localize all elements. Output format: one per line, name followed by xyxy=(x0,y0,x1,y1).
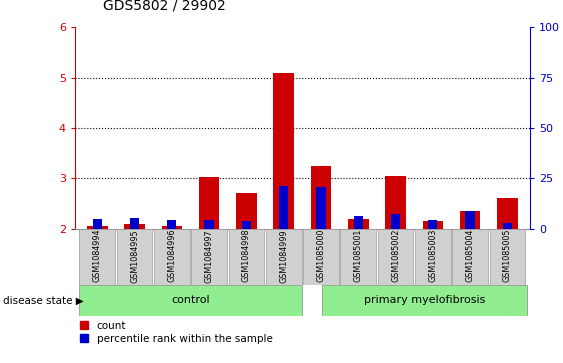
FancyBboxPatch shape xyxy=(266,229,302,285)
FancyBboxPatch shape xyxy=(303,229,339,285)
Bar xyxy=(242,221,251,229)
Bar xyxy=(391,213,400,229)
FancyBboxPatch shape xyxy=(341,229,376,285)
Text: GSM1084997: GSM1084997 xyxy=(204,229,213,282)
Bar xyxy=(167,220,176,229)
Bar xyxy=(279,186,288,229)
FancyBboxPatch shape xyxy=(415,229,451,285)
Text: GSM1084996: GSM1084996 xyxy=(167,229,176,282)
Bar xyxy=(460,211,480,229)
FancyBboxPatch shape xyxy=(191,229,227,285)
Legend: count, percentile rank within the sample: count, percentile rank within the sample xyxy=(80,321,272,344)
Text: GSM1085003: GSM1085003 xyxy=(428,229,437,282)
Text: GSM1084994: GSM1084994 xyxy=(93,229,102,282)
Text: GSM1084999: GSM1084999 xyxy=(279,229,288,282)
Text: GSM1084995: GSM1084995 xyxy=(130,229,139,282)
Bar xyxy=(92,219,102,229)
Bar xyxy=(316,187,325,229)
Bar xyxy=(204,220,214,229)
Bar xyxy=(428,220,437,229)
Bar xyxy=(199,177,220,229)
FancyBboxPatch shape xyxy=(489,229,525,285)
Bar xyxy=(497,199,517,229)
FancyBboxPatch shape xyxy=(323,285,527,316)
Bar xyxy=(503,223,512,229)
Text: control: control xyxy=(171,295,210,305)
Bar xyxy=(348,219,369,229)
Bar xyxy=(423,221,443,229)
Text: GSM1085002: GSM1085002 xyxy=(391,229,400,282)
Bar xyxy=(311,166,331,229)
Bar xyxy=(466,211,475,229)
Text: disease state ▶: disease state ▶ xyxy=(3,295,83,305)
Bar xyxy=(87,226,108,229)
Bar xyxy=(236,193,257,229)
FancyBboxPatch shape xyxy=(117,229,153,285)
Bar xyxy=(385,176,406,229)
Bar xyxy=(130,217,139,229)
Text: primary myelofibrosis: primary myelofibrosis xyxy=(364,295,485,305)
Bar xyxy=(124,224,145,229)
Text: GSM1085004: GSM1085004 xyxy=(466,229,475,282)
FancyBboxPatch shape xyxy=(154,229,190,285)
Text: GSM1085005: GSM1085005 xyxy=(503,229,512,282)
FancyBboxPatch shape xyxy=(378,229,413,285)
FancyBboxPatch shape xyxy=(79,285,302,316)
Text: GSM1085001: GSM1085001 xyxy=(354,229,363,282)
Text: GSM1084998: GSM1084998 xyxy=(242,229,251,282)
FancyBboxPatch shape xyxy=(452,229,488,285)
Bar xyxy=(354,216,363,229)
FancyBboxPatch shape xyxy=(79,229,115,285)
Text: GDS5802 / 29902: GDS5802 / 29902 xyxy=(103,0,226,13)
FancyBboxPatch shape xyxy=(229,229,264,285)
Text: GSM1085000: GSM1085000 xyxy=(316,229,325,282)
Bar xyxy=(274,73,294,229)
Bar xyxy=(162,226,182,229)
